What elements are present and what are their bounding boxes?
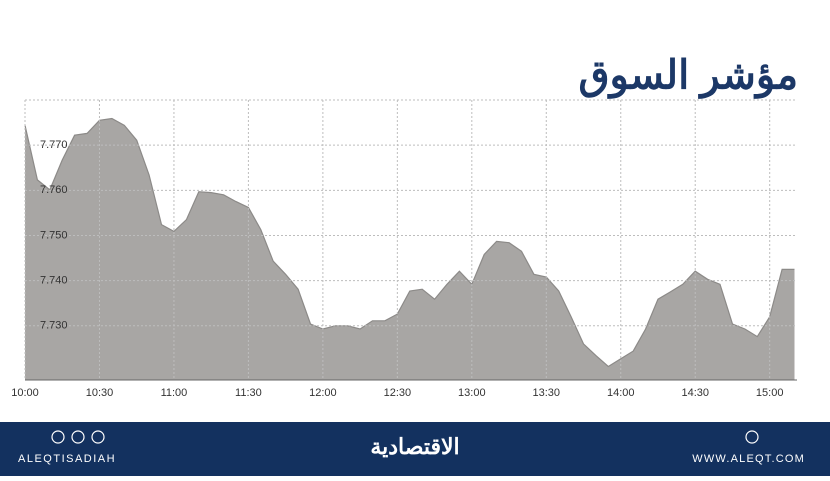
x-tick-label: 14:00 xyxy=(607,387,635,399)
area xyxy=(25,118,795,380)
social-handle: ALEQTISADIAH xyxy=(18,453,116,465)
x-tick-label: 10:00 xyxy=(11,387,39,399)
x-tick-label: 10:30 xyxy=(86,387,114,399)
x-tick-label: 12:30 xyxy=(384,387,412,399)
y-tick-label: 7.750 xyxy=(40,229,68,241)
x-tick-label: 12:00 xyxy=(309,387,337,399)
y-tick-label: 7.740 xyxy=(40,275,68,287)
y-tick-label: 7.770 xyxy=(40,139,68,151)
x-tick-label: 13:30 xyxy=(533,387,561,399)
x-tick-label: 15:00 xyxy=(756,387,784,399)
social-icons xyxy=(51,430,759,444)
y-tick-label: 7.730 xyxy=(40,320,68,332)
area-line xyxy=(24,117,795,368)
chart-title: مؤشر السوق xyxy=(579,54,798,100)
y-tick-label: 7.760 xyxy=(40,184,68,196)
x-tick-label: 11:00 xyxy=(161,387,188,399)
website: WWW.ALEQT.COM xyxy=(692,453,805,465)
x-tick-label: 11:30 xyxy=(235,387,262,399)
plot-area: 7.730 7.740 7.750 7.760 7.770 10:00 10:30 11:00… xyxy=(11,99,797,399)
footer-band xyxy=(0,422,830,476)
x-tick-label: 14:30 xyxy=(681,387,709,399)
logo: الاقتصادية xyxy=(370,434,459,459)
x-tick-label: 13:00 xyxy=(458,387,486,399)
